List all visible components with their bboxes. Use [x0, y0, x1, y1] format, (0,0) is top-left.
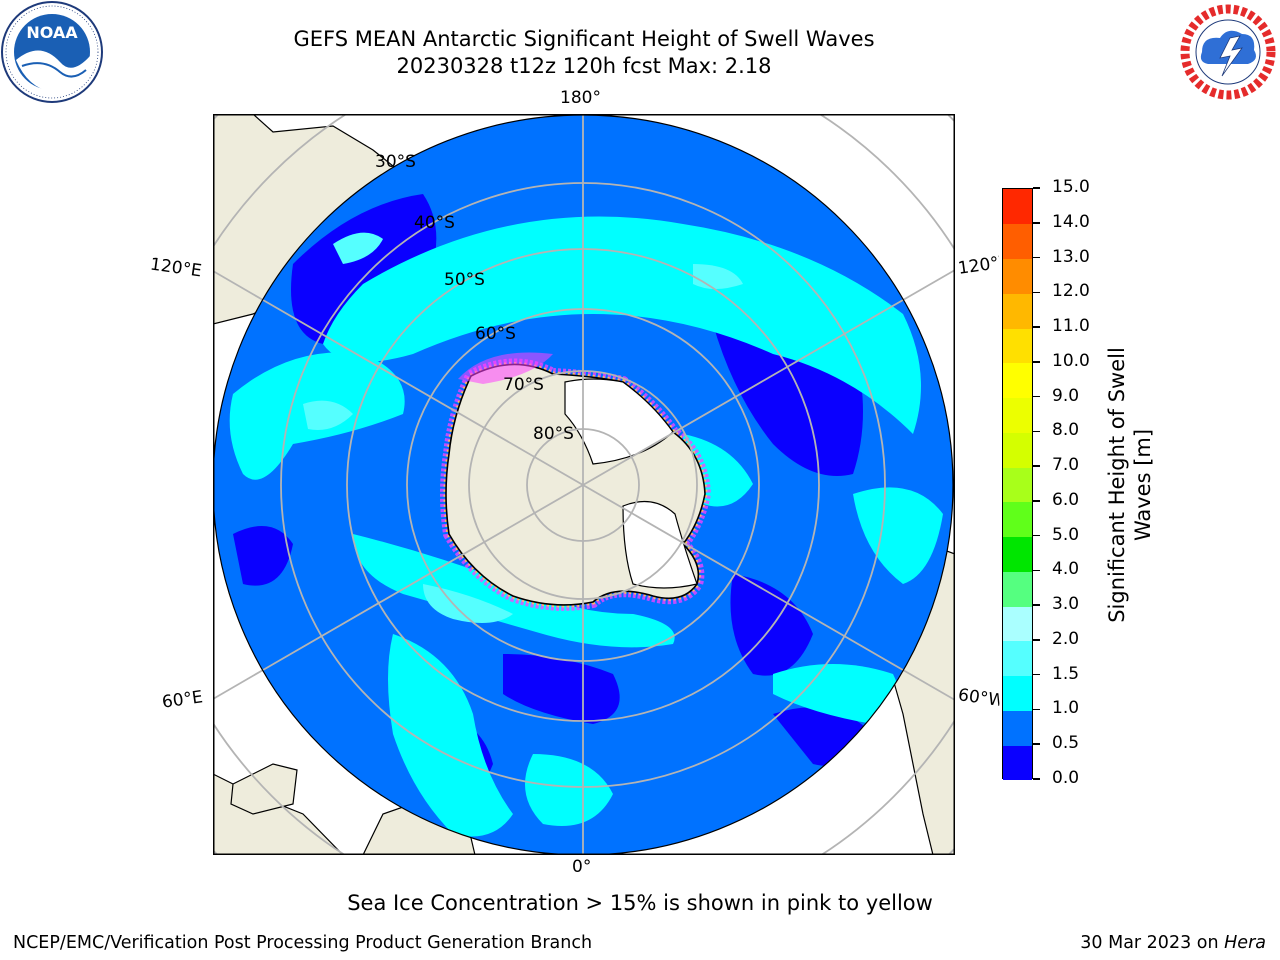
colorbar-tick — [1033, 395, 1040, 398]
colorbar-tick — [1033, 500, 1040, 502]
noaa-logo: NOAA — [1, 1, 103, 103]
colorbar-tick-label: 4.0 — [1052, 559, 1080, 580]
colorbar-bin — [1003, 536, 1032, 572]
lon-label-120w: 120°W — [956, 253, 1002, 279]
colorbar-bin — [1003, 606, 1032, 642]
swell-field — [213, 115, 953, 855]
colorbar-bin — [1003, 571, 1032, 607]
colorbar-bin — [1003, 223, 1032, 259]
colorbar-tick-label: 1.5 — [1052, 663, 1080, 684]
colorbar-bin — [1003, 467, 1032, 503]
svg-text:NOAA: NOAA — [26, 23, 78, 42]
lat-label-50s: 50°S — [444, 270, 485, 290]
sea-ice-note: Sea Ice Concentration > 15% is shown in … — [347, 891, 933, 915]
colorbar-tick — [1033, 778, 1040, 780]
colorbar-tick — [1033, 430, 1040, 433]
colorbar-tick — [1033, 604, 1040, 606]
lon-label-120e: 120°E — [148, 254, 203, 282]
lat-label-60s: 60°S — [475, 324, 516, 344]
colorbar-tick-label: 3.0 — [1052, 594, 1080, 615]
colorbar-tick — [1033, 743, 1040, 745]
colorbar-tick — [1033, 534, 1040, 537]
run-host: Hera — [1224, 933, 1266, 953]
colorbar-tick-label: 8.0 — [1052, 420, 1080, 441]
colorbar-bin — [1003, 189, 1032, 225]
lon-label-60w: 60°W — [956, 685, 1002, 711]
colorbar-tick — [1033, 569, 1040, 572]
colorbar-tick — [1033, 222, 1040, 224]
colorbar-tick-label: 2.0 — [1052, 628, 1080, 649]
colorbar-tick-label: 11.0 — [1052, 316, 1090, 337]
colorbar-title-line2: Waves [m] — [1131, 428, 1155, 542]
lat-label-70s: 70°S — [503, 375, 544, 395]
colorbar-bin — [1003, 640, 1032, 677]
colorbar-tick — [1033, 673, 1040, 676]
colorbar-bin — [1003, 710, 1032, 746]
colorbar-tick — [1033, 291, 1040, 294]
colorbar-tick-label: 0.5 — [1052, 733, 1080, 754]
colorbar-tick-label: 9.0 — [1052, 385, 1080, 406]
colorbar-tick — [1033, 465, 1040, 467]
colorbar-bin — [1003, 432, 1032, 468]
colorbar-tick-label: 5.0 — [1052, 524, 1080, 545]
colorbar-tick-label: 12.0 — [1052, 281, 1090, 302]
chart-subtitle: 20230328 t12z 120h fcst Max: 2.18 — [396, 54, 772, 78]
colorbar-bin — [1003, 501, 1032, 538]
lon-label-180: 180° — [560, 88, 601, 108]
colorbar-tick-label: 14.0 — [1052, 211, 1090, 232]
polar-map — [213, 114, 955, 855]
colorbar-bin — [1003, 745, 1032, 781]
run-date-text: 30 Mar 2023 on — [1080, 933, 1225, 953]
run-date: 30 Mar 2023 on Hera — [1080, 933, 1266, 953]
lat-label-80s: 80°S — [533, 424, 574, 444]
producer-credit: NCEP/EMC/Verification Post Processing Pr… — [13, 933, 593, 953]
colorbar-tick-label: 0.0 — [1052, 768, 1080, 788]
antarctica — [440, 352, 712, 611]
colorbar-tick-label: 13.0 — [1052, 246, 1090, 267]
colorbar-title-line1: Significant Height of Swell — [1105, 347, 1129, 623]
lat-label-40s: 40°S — [414, 213, 455, 233]
graticule — [213, 115, 953, 855]
colorbar-tick — [1033, 708, 1040, 711]
colorbar — [1002, 188, 1033, 781]
colorbar-bin — [1003, 328, 1032, 364]
colorbar-tick-label: 6.0 — [1052, 489, 1080, 510]
colorbar-tick — [1033, 326, 1040, 328]
colorbar-tick — [1033, 256, 1040, 259]
colorbar-tick-label: 15.0 — [1052, 177, 1090, 197]
lat-label-30s: 30°S — [375, 152, 416, 172]
colorbar-bin — [1003, 397, 1032, 433]
colorbar-bin — [1003, 258, 1032, 294]
colorbar-tick — [1033, 639, 1040, 641]
colorbar-bin — [1003, 293, 1032, 329]
colorbar-tick-label: 7.0 — [1052, 455, 1080, 476]
map-canvas — [213, 114, 955, 855]
colorbar-tick-label: 1.0 — [1052, 698, 1080, 719]
lon-label-0: 0° — [572, 857, 592, 877]
lon-label-60e: 60°E — [160, 687, 205, 713]
chart-title: GEFS MEAN Antarctic Significant Height o… — [293, 27, 875, 51]
nws-logo — [1178, 2, 1278, 102]
colorbar-tick-label: 10.0 — [1052, 350, 1090, 371]
colorbar-bin — [1003, 675, 1032, 711]
colorbar-tick — [1033, 187, 1040, 189]
colorbar-tick — [1033, 361, 1040, 363]
colorbar-bin — [1003, 362, 1032, 399]
